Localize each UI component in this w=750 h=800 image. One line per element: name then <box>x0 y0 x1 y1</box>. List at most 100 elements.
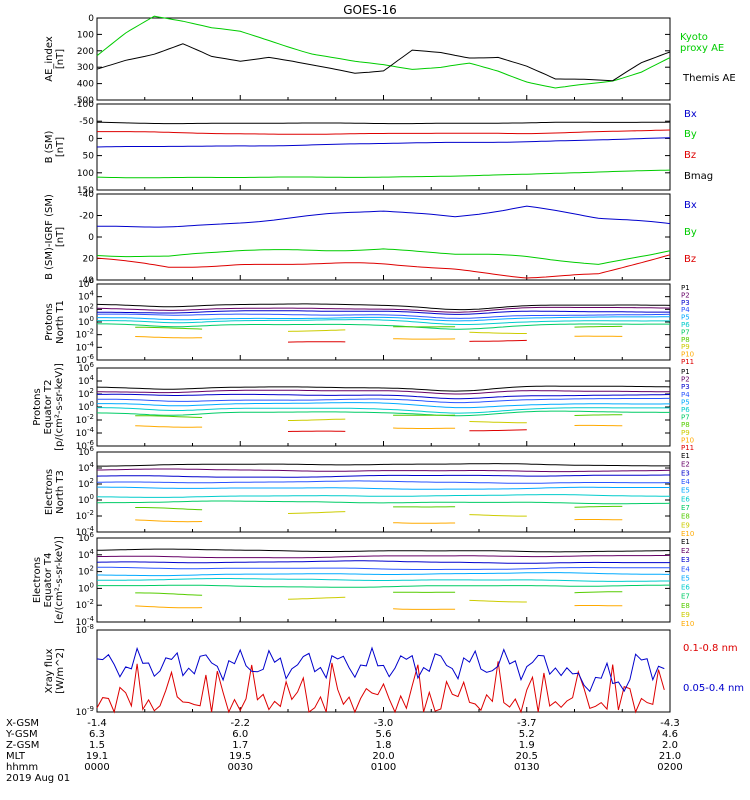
y-tick-label: 104 <box>78 374 94 387</box>
y-tick-label: -100 <box>74 100 95 110</box>
y-tick-label: -20 <box>79 212 94 222</box>
y-axis-label-line: [nT] <box>55 137 66 157</box>
legend-p1: P1 <box>681 368 690 376</box>
panel-frame <box>96 17 671 101</box>
x-axis-value: 19.5 <box>229 751 251 762</box>
y-tick-label: 10-6 <box>76 439 95 452</box>
x-axis-value: 6.3 <box>89 729 105 740</box>
x-axis-value: -3.0 <box>374 718 394 729</box>
y-tick-label: -40 <box>79 190 94 200</box>
legend-p6: P6 <box>681 321 690 329</box>
y-axis-label-line: Equator T2 <box>43 380 54 435</box>
y-tick-label: 10-8 <box>76 623 94 636</box>
series-line-e7 <box>97 584 670 588</box>
series-line-e3 <box>96 560 670 564</box>
y-axis-label-line: [nT] <box>55 49 66 69</box>
legend-e4: E4 <box>681 565 690 573</box>
series-line-e2 <box>97 468 671 473</box>
y-tick-label: 0 <box>88 14 94 24</box>
series-line-p8 <box>574 325 623 328</box>
x-axis-value: 0030 <box>228 762 253 773</box>
y-tick-label: 40 <box>83 276 95 286</box>
legend-xray-short: 0.05-0.4 nm <box>683 683 744 694</box>
y-axis-label-line: North T1 <box>55 300 66 344</box>
y-axis-label-line: Electrons <box>32 557 43 603</box>
y-axis-label-line: North T3 <box>55 470 66 514</box>
legend-p8: P8 <box>681 336 690 344</box>
y-axis-label: AE_index [nT] <box>44 36 66 82</box>
series-line-e8 <box>135 507 203 511</box>
y-axis-label-line: Xray flux <box>44 649 55 694</box>
legend-p4: P4 <box>681 391 690 399</box>
y-tick-label: 100 <box>77 169 94 179</box>
legend-e4: E4 <box>681 478 690 486</box>
legend-e10: E10 <box>681 620 694 628</box>
legend-p3: P3 <box>681 383 690 391</box>
legend-p3: P3 <box>681 299 690 307</box>
legend-p9: P9 <box>681 429 690 437</box>
series-line-e2 <box>97 554 671 559</box>
series-line-p10 <box>135 336 203 339</box>
y-tick-label: 106 <box>78 531 94 544</box>
x-axis-value: 6.0 <box>232 729 248 740</box>
series-line-bx <box>96 137 671 148</box>
series-line-e10 <box>135 519 203 523</box>
y-tick-label: 102 <box>78 477 94 490</box>
series-line-p6 <box>97 407 670 414</box>
legend-e10: E10 <box>681 530 694 538</box>
legend-bx: Bx <box>684 109 697 120</box>
panel-eeq: Electrons Equator T4 [e/(cm²-s-sr-keV)] 106… <box>32 531 694 628</box>
y-tick-label: 102 <box>78 302 94 315</box>
legend-by: By <box>684 129 697 140</box>
y-tick-label: -50 <box>79 117 94 127</box>
series-line-p11 <box>469 429 527 432</box>
series-line-p3 <box>97 393 671 400</box>
legend-bx: Bx <box>684 200 697 211</box>
y-tick-label: 200 <box>77 47 94 57</box>
legend-p2: P2 <box>681 376 690 384</box>
x-axis-row-label: Z-GSM <box>6 740 39 751</box>
series-line-p2 <box>97 389 670 395</box>
y-tick-label: 10-2 <box>76 328 94 341</box>
x-axis-value: 5.2 <box>519 729 535 740</box>
series-line-p10 <box>135 425 203 428</box>
series-line-e8 <box>135 592 203 596</box>
x-axis-value: 0100 <box>371 762 396 773</box>
y-tick-label: 10-2 <box>76 598 94 611</box>
legend-e3: E3 <box>681 469 690 477</box>
panel-frame <box>96 283 671 361</box>
series-line-e10 <box>135 605 203 609</box>
series-line-e9 <box>469 514 527 517</box>
y-axis-label: Protons Equator T2 [p/(cm²-s-sr-keV)] <box>32 363 65 451</box>
series-line-p9 <box>287 329 346 332</box>
y-axis-label-line: Equator T4 <box>43 553 54 608</box>
series-line-p6 <box>97 319 670 325</box>
series-line-e9 <box>469 599 527 603</box>
series-line-e3 <box>96 474 670 478</box>
y-axis-label-line: [e/(cm²-s-sr-keV)] <box>54 536 65 624</box>
y-tick-label: 10-6 <box>76 353 95 366</box>
x-axis-row-label: X-GSM <box>6 718 39 729</box>
series-line-p9 <box>288 418 346 421</box>
series-line-p5 <box>97 316 670 322</box>
y-tick-label: 104 <box>78 461 94 474</box>
legend-kyoto-label: Kyoto <box>680 32 708 43</box>
y-tick-label: 100 <box>77 30 94 40</box>
series-line-e6 <box>97 578 670 582</box>
series-line-p2 <box>96 306 671 313</box>
legend-e9: E9 <box>681 521 690 529</box>
legend-p7: P7 <box>681 328 690 336</box>
legend-p7: P7 <box>681 414 690 422</box>
legend-p11: P11 <box>681 444 694 452</box>
series-line-xray-long <box>96 661 665 714</box>
y-axis-label-line: B (SM)-IGRF (SM) <box>44 194 55 280</box>
x-axis-value: 0000 <box>84 762 109 773</box>
series-line-p10 <box>393 427 456 429</box>
panel-frame <box>96 629 671 713</box>
legend-p8: P8 <box>681 421 690 429</box>
series-line-themis-ae <box>96 43 671 82</box>
y-tick-label: 400 <box>77 80 94 90</box>
x-axis-value: 1.5 <box>89 740 105 751</box>
legend-e2: E2 <box>681 547 690 555</box>
